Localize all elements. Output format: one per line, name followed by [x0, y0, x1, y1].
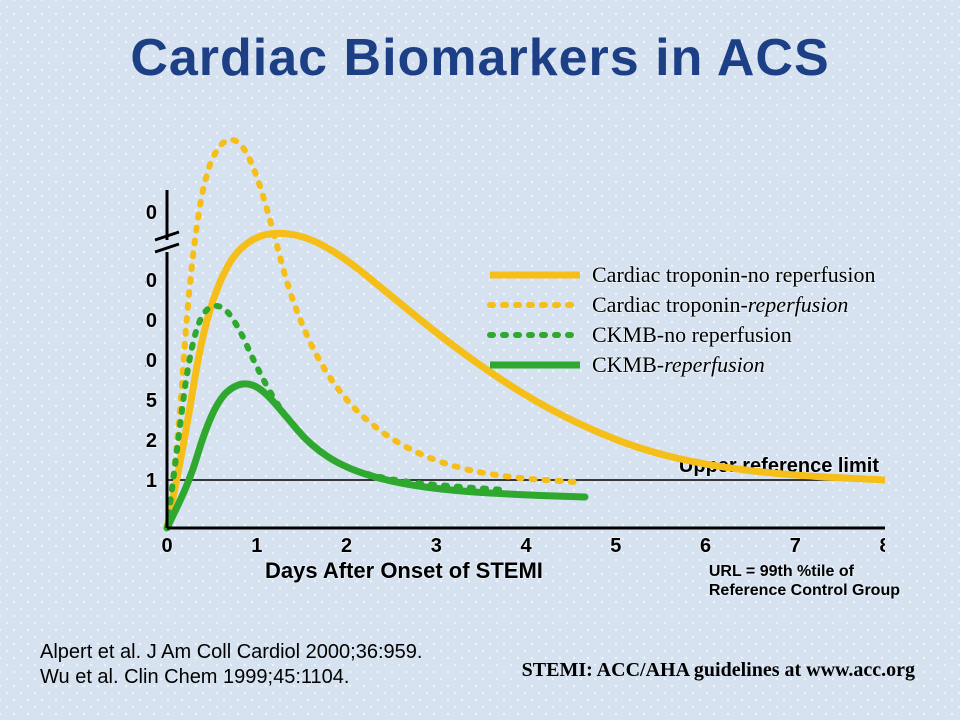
xtick-0: 0 [161, 535, 172, 557]
biomarker-chart: Upper reference limit1251020501000123456… [145, 100, 885, 560]
xtick-4: 4 [520, 535, 532, 557]
xtick-3: 3 [431, 535, 442, 557]
xtick-6: 6 [700, 535, 711, 557]
legend-label-troponin_reperf: Cardiac troponin-reperfusion [592, 292, 848, 317]
url-note-line2: Reference Control Group [709, 582, 900, 599]
ytick-1: 1 [146, 470, 157, 492]
xtick-5: 5 [610, 535, 621, 557]
url-note-line1: URL = 99th %tile of [709, 563, 854, 580]
x-axis-label: Days After Onset of STEMI [265, 558, 543, 583]
citation-line-2: Wu et al. Clin Chem 1999;45:1104. [40, 666, 349, 688]
legend-label-ckmb_reperf: CKMB-reperfusion [592, 352, 765, 377]
stemi-reference: STEMI: ACC/AHA guidelines at www.acc.org [522, 659, 915, 682]
url-footnote: URL = 99th %tile of Reference Control Gr… [709, 562, 900, 600]
xtick-1: 1 [251, 535, 262, 557]
ytick-10: 10 [145, 350, 157, 372]
ytick-20: 20 [145, 310, 157, 332]
citation-line-1: Alpert et al. J Am Coll Cardiol 2000;36:… [40, 641, 422, 663]
slide-title: Cardiac Biomarkers in ACS [0, 28, 960, 88]
legend-label-ckmb_no_reperf: CKMB-no reperfusion [592, 322, 792, 347]
legend-label-troponin_no_reperf: Cardiac troponin-no reperfusion [592, 262, 875, 287]
series-ckmb_reperf [167, 384, 585, 528]
ytick-100: 100 [145, 202, 157, 224]
series-ckmb_no_reperf [167, 306, 505, 528]
ytick-5: 5 [146, 390, 157, 412]
citation-block: Alpert et al. J Am Coll Cardiol 2000;36:… [40, 640, 422, 690]
xtick-2: 2 [341, 535, 352, 557]
xtick-7: 7 [790, 535, 801, 557]
ytick-2: 2 [146, 430, 157, 452]
xtick-8: 8 [879, 535, 885, 557]
ytick-50: 50 [145, 270, 157, 292]
